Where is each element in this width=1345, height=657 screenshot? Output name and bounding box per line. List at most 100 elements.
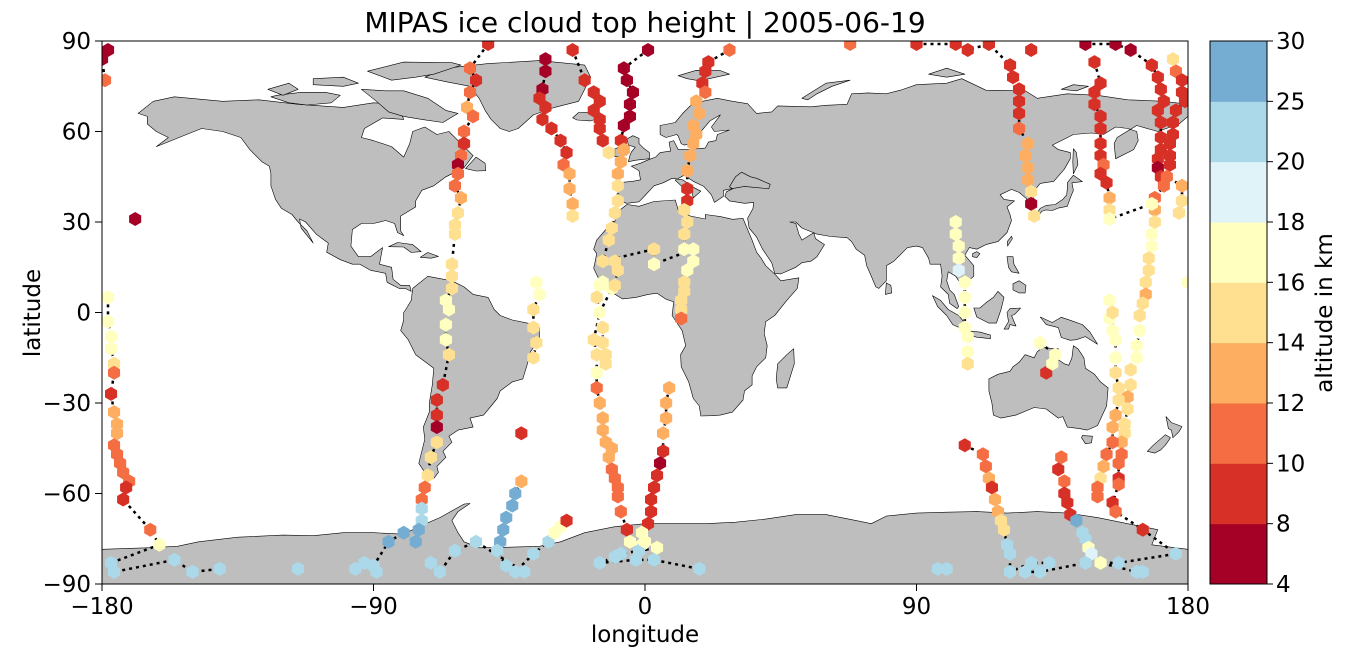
cloud-top-marker — [617, 142, 630, 157]
cloud-top-marker — [699, 64, 712, 79]
cloud-top-marker — [844, 41, 857, 51]
cloud-top-marker — [657, 444, 670, 459]
chart-title: MIPAS ice cloud top height | 2005-06-19 — [364, 6, 925, 39]
cloud-top-marker — [687, 254, 700, 269]
cloud-top-marker — [1013, 94, 1026, 109]
cloud-top-marker — [642, 516, 655, 531]
cloud-top-marker — [1025, 43, 1038, 57]
land-shape — [270, 92, 341, 106]
cloud-top-marker — [448, 543, 461, 558]
cloud-top-marker — [657, 426, 670, 441]
cloud-top-marker — [931, 561, 944, 576]
cloud-top-marker — [614, 154, 627, 169]
cloud-top-marker — [651, 468, 664, 483]
cloud-top-marker — [536, 112, 549, 127]
cloud-top-marker — [424, 555, 437, 570]
cloud-top-marker — [593, 396, 606, 410]
cloud-top-marker — [1139, 275, 1152, 290]
cloud-top-marker — [527, 546, 540, 561]
cloud-top-marker — [533, 91, 546, 106]
land-shape — [312, 76, 359, 87]
cloud-top-marker — [102, 52, 109, 67]
cloud-top-marker — [397, 525, 410, 540]
cloud-top-marker — [1106, 305, 1119, 320]
cloud-top-marker — [1151, 70, 1164, 85]
cloud-top-marker — [949, 227, 962, 242]
cloud-top-marker — [108, 564, 121, 579]
cloud-top-marker — [1112, 477, 1125, 492]
cloud-top-marker — [120, 480, 133, 495]
cloud-top-marker — [448, 178, 461, 193]
colorbar-band — [1210, 463, 1267, 525]
cloud-top-marker — [1181, 275, 1188, 290]
land-shape — [973, 291, 1005, 324]
colorbar-tick-label: 16 — [1276, 270, 1305, 296]
cloud-top-marker — [105, 386, 118, 401]
cloud-top-marker — [530, 335, 543, 350]
x-tick-label: −180 — [70, 594, 133, 620]
cloud-top-marker — [111, 417, 124, 432]
cloud-top-marker — [1094, 76, 1107, 91]
cloud-top-marker — [1145, 196, 1158, 211]
cloud-top-marker — [623, 109, 636, 124]
cloud-top-marker — [602, 145, 615, 160]
cloud-top-marker — [1142, 263, 1155, 278]
cloud-top-marker — [415, 492, 428, 507]
cloud-top-marker — [1013, 106, 1026, 121]
cloud-top-marker — [1151, 151, 1164, 166]
colorbar-tick-label: 30 — [1276, 29, 1305, 55]
cloud-top-marker — [678, 227, 691, 242]
cloud-top-marker — [1160, 169, 1173, 184]
cloud-top-marker — [491, 543, 504, 558]
land-shape — [361, 89, 459, 123]
cloud-top-marker — [648, 552, 661, 567]
land-shape — [1072, 148, 1079, 174]
cloud-top-marker — [1088, 97, 1101, 112]
cloud-top-marker — [102, 314, 115, 329]
cloud-top-marker — [578, 73, 591, 88]
cloud-top-marker — [675, 311, 688, 326]
cloud-top-marker — [1004, 58, 1017, 73]
cloud-top-marker — [527, 302, 540, 317]
cloud-top-marker — [1145, 227, 1158, 242]
colorbar-band — [1210, 523, 1267, 585]
cloud-top-marker — [678, 202, 691, 217]
cloud-top-marker — [1136, 522, 1149, 537]
cloud-top-marker — [1154, 82, 1167, 97]
cloud-top-marker — [1106, 435, 1119, 450]
cloud-top-marker — [515, 426, 528, 441]
y-tick-label: 60 — [62, 120, 91, 146]
cloud-top-marker — [1136, 296, 1149, 311]
cloud-top-marker — [590, 290, 603, 305]
cloud-top-marker — [988, 492, 1001, 507]
cloud-top-marker — [681, 163, 694, 178]
land-shape — [1039, 316, 1098, 345]
cloud-top-marker — [949, 41, 962, 51]
cloud-top-marker — [645, 492, 658, 507]
colorbar-label: altitude in km — [1312, 233, 1338, 393]
cloud-top-marker — [1118, 417, 1131, 432]
cloud-top-marker — [566, 43, 579, 57]
cloud-top-marker — [620, 73, 633, 88]
cloud-top-marker — [560, 145, 573, 160]
cloud-top-marker — [1166, 115, 1179, 130]
cloud-top-marker — [1013, 121, 1026, 136]
cloud-top-marker — [681, 263, 694, 278]
cloud-top-marker — [608, 278, 621, 293]
cloud-top-marker — [415, 501, 428, 516]
land-shape — [885, 282, 893, 295]
cloud-top-marker — [102, 290, 115, 305]
colorbar: 4 8 10 12 14 16 18 20 25 30 — [1209, 29, 1305, 598]
land-shape — [1147, 434, 1171, 454]
cloud-top-marker — [482, 41, 495, 51]
cloud-top-marker — [638, 534, 652, 549]
cloud-top-marker — [102, 43, 115, 57]
land-shape — [465, 156, 486, 172]
cloud-top-marker — [614, 504, 627, 519]
cloud-top-marker — [985, 480, 998, 495]
land-shape — [1081, 435, 1093, 444]
cloud-top-marker — [687, 136, 700, 151]
cloud-top-marker — [1151, 103, 1164, 118]
cloud-top-marker — [1163, 136, 1176, 151]
